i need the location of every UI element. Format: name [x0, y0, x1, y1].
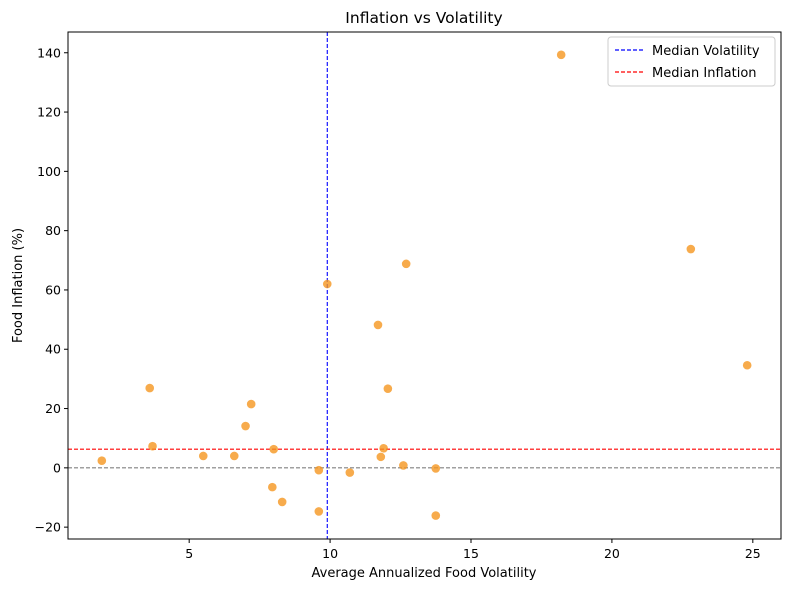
data-point: [198, 451, 208, 461]
y-axis-label: Food Inflation (%): [11, 228, 26, 343]
y-tick-label: 140: [37, 45, 61, 60]
y-tick-label: 60: [45, 282, 61, 297]
x-axis-label: Average Annualized Food Volatility: [312, 566, 537, 581]
data-point: [269, 444, 279, 454]
axes: 5 10 15 20 25 −20 0 20 40 60 80 100 120 140: [35, 45, 761, 561]
data-point: [246, 399, 256, 409]
y-tick-label: 0: [53, 460, 61, 475]
x-tick-label: 10: [322, 546, 338, 561]
data-point: [376, 452, 386, 462]
data-point: [383, 384, 393, 393]
data-point: [742, 360, 752, 370]
x-tick-label: 5: [185, 546, 193, 561]
data-point: [314, 465, 324, 475]
legend-label-median-inflation: Median Inflation: [652, 66, 757, 81]
y-tick-label: 40: [45, 342, 61, 357]
data-point: [241, 421, 250, 431]
legend-box: [607, 36, 776, 87]
data-point: [401, 259, 411, 269]
data-point: [345, 468, 355, 477]
data-point: [145, 383, 155, 393]
data-point: [379, 443, 388, 453]
y-tick-label: 120: [37, 105, 61, 120]
data-point: [431, 511, 441, 520]
data-point: [399, 461, 408, 470]
data-point: [268, 482, 277, 492]
plot-frame: [67, 31, 782, 540]
data-point: [373, 320, 383, 330]
y-tick-label: 80: [45, 223, 61, 238]
x-tick-label: 25: [745, 546, 761, 561]
data-point: [686, 244, 696, 254]
legend-label-median-volatility: Median Volatility: [652, 44, 760, 59]
data-point: [314, 507, 324, 516]
data-point: [322, 279, 332, 289]
plot-area: [68, 32, 781, 539]
y-tick-label: 20: [45, 401, 61, 416]
data-point: [556, 50, 566, 60]
y-tick-label: −20: [35, 520, 61, 535]
data-point: [148, 441, 157, 451]
y-tick-label: 100: [37, 164, 61, 179]
data-point: [431, 464, 441, 473]
chart-title: Inflation vs Volatility: [345, 9, 502, 27]
data-point: [97, 456, 107, 466]
x-tick-label: 20: [604, 546, 620, 561]
data-point: [277, 497, 287, 507]
data-point: [229, 451, 239, 461]
legend: Median Volatility Median Inflation: [607, 36, 776, 87]
x-tick-label: 15: [463, 546, 479, 561]
